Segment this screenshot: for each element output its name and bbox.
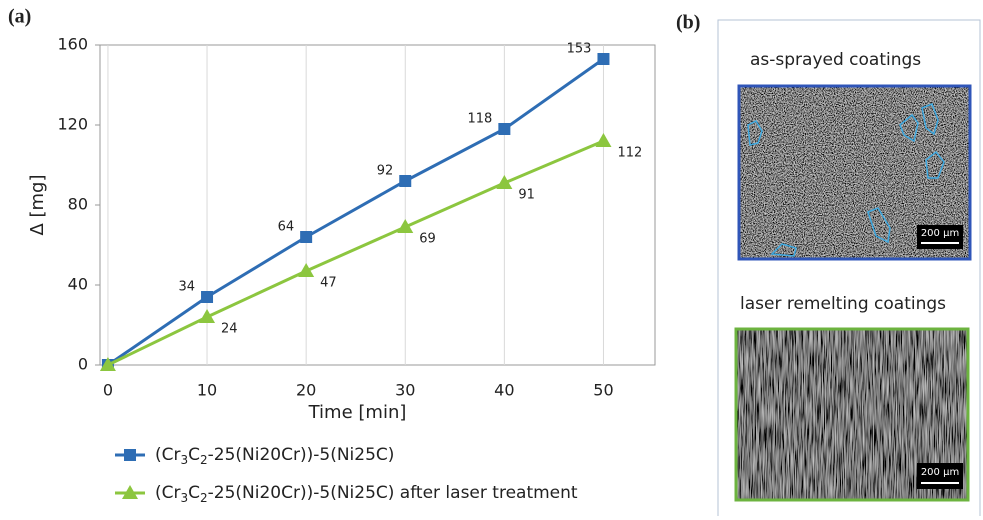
scale-bar-label: 200 µm <box>921 228 959 239</box>
value-label: 112 <box>617 146 642 161</box>
marker <box>201 291 213 303</box>
marker <box>595 133 611 147</box>
value-label: 69 <box>419 232 436 247</box>
y-tick-label: 160 <box>57 35 88 54</box>
value-label: 34 <box>178 280 195 295</box>
y-tick-label: 120 <box>57 115 88 134</box>
value-label: 153 <box>567 42 592 57</box>
legend-label: (Cr3C2-25(Ni20Cr))-5(Ni25C) after laser … <box>155 483 578 505</box>
value-label: 64 <box>278 220 295 235</box>
marker <box>498 123 510 135</box>
y-tick-label: 80 <box>68 195 88 214</box>
y-tick-label: 40 <box>68 275 88 294</box>
y-axis-title: Δ [mg] <box>27 174 48 235</box>
marker <box>300 231 312 243</box>
figure: (a) (b) as-sprayed coatings 200 µm laser… <box>0 0 983 516</box>
scale-bar-label: 200 µm <box>921 467 959 478</box>
y-tick-label: 0 <box>78 355 88 374</box>
line <box>108 59 604 365</box>
value-label: 92 <box>377 164 394 179</box>
value-label: 118 <box>468 112 493 127</box>
x-tick-label: 0 <box>103 381 113 400</box>
x-tick-label: 40 <box>494 381 514 400</box>
x-tick-label: 50 <box>593 381 613 400</box>
legend-label: (Cr3C2-25(Ni20Cr))-5(Ni25C) <box>155 445 394 467</box>
x-tick-label: 10 <box>197 381 217 400</box>
marker <box>399 175 411 187</box>
panel-label: (b) <box>676 12 700 34</box>
image-caption: laser remelting coatings <box>740 294 946 314</box>
value-label: 91 <box>518 188 535 203</box>
value-label: 47 <box>320 276 337 291</box>
image-caption: as-sprayed coatings <box>750 50 921 70</box>
marker <box>124 449 136 461</box>
panel-label: (a) <box>8 6 31 28</box>
plot-frame <box>100 45 655 365</box>
marker <box>597 53 609 65</box>
x-tick-label: 30 <box>395 381 415 400</box>
value-label: 24 <box>221 322 238 337</box>
x-tick-label: 20 <box>296 381 316 400</box>
x-axis-title: Time [min] <box>308 402 407 423</box>
line <box>108 141 604 365</box>
